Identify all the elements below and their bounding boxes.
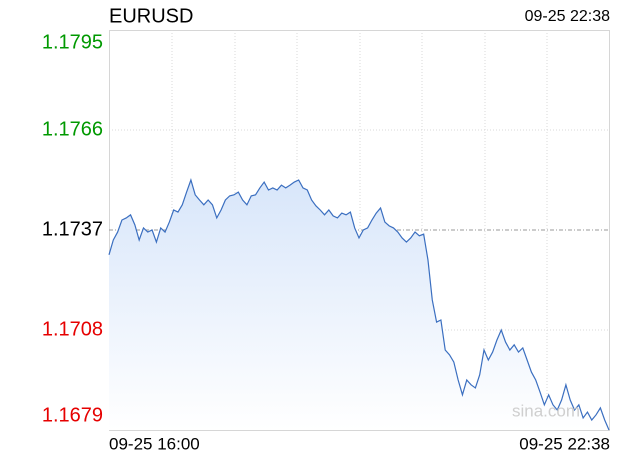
chart-title: EURUSD bbox=[109, 5, 193, 27]
area-fill bbox=[109, 180, 609, 430]
y-tick-label: 1.1708 bbox=[42, 318, 103, 340]
price-line bbox=[108, 178, 610, 431]
y-tick-label: 1.1766 bbox=[42, 118, 103, 140]
x-tick-label: 09-25 22:38 bbox=[519, 434, 610, 453]
watermark: sina.com bbox=[512, 401, 580, 420]
y-tick-label: 1.1679 bbox=[42, 404, 103, 426]
x-tick-label: 09-25 16:00 bbox=[109, 434, 200, 453]
y-tick-label: 1.1737 bbox=[42, 218, 103, 240]
y-tick-label: 1.1795 bbox=[42, 31, 103, 53]
timestamp: 09-25 22:38 bbox=[525, 8, 611, 25]
